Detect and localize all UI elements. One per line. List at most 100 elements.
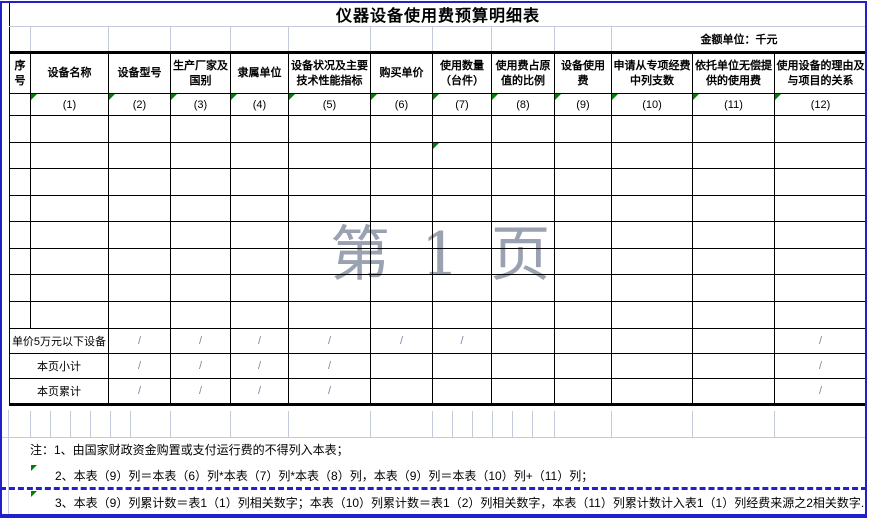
summary-cell[interactable]: / <box>773 378 868 406</box>
body-cell[interactable] <box>692 301 775 329</box>
body-cell[interactable] <box>692 168 775 196</box>
body-cell[interactable] <box>108 142 171 169</box>
body-cell[interactable] <box>432 221 492 249</box>
body-cell[interactable] <box>230 142 289 169</box>
body-cell[interactable] <box>108 221 171 249</box>
body-cell[interactable] <box>30 142 109 169</box>
body-cell[interactable] <box>30 115 109 143</box>
body-cell[interactable] <box>9 195 31 222</box>
summary-cell[interactable]: / <box>432 328 492 354</box>
summary-cell[interactable]: / <box>288 378 371 406</box>
body-cell[interactable] <box>9 274 31 302</box>
body-cell[interactable] <box>611 142 693 169</box>
body-cell[interactable] <box>288 168 371 196</box>
body-cell[interactable] <box>773 195 868 222</box>
body-cell[interactable] <box>170 274 231 302</box>
summary-cell[interactable] <box>692 353 775 379</box>
body-cell[interactable] <box>692 248 775 275</box>
body-cell[interactable] <box>432 168 492 196</box>
body-cell[interactable] <box>432 301 492 329</box>
body-cell[interactable] <box>491 221 555 249</box>
summary-cell[interactable] <box>491 328 555 354</box>
body-cell[interactable] <box>170 248 231 275</box>
body-cell[interactable] <box>554 195 612 222</box>
summary-cell[interactable] <box>491 378 555 406</box>
summary-cell[interactable] <box>432 378 492 406</box>
summary-cell[interactable] <box>611 328 693 354</box>
body-cell[interactable] <box>611 115 693 143</box>
body-cell[interactable] <box>554 248 612 275</box>
body-cell[interactable] <box>370 301 433 329</box>
body-cell[interactable] <box>288 221 371 249</box>
summary-cell[interactable] <box>491 353 555 379</box>
summary-cell[interactable]: / <box>288 328 371 354</box>
body-cell[interactable] <box>491 142 555 169</box>
body-cell[interactable] <box>611 301 693 329</box>
body-cell[interactable] <box>230 301 289 329</box>
summary-cell[interactable]: / <box>773 353 868 379</box>
body-cell[interactable] <box>692 221 775 249</box>
body-cell[interactable] <box>108 248 171 275</box>
body-cell[interactable] <box>432 274 492 302</box>
body-cell[interactable] <box>773 301 868 329</box>
summary-cell[interactable]: / <box>230 378 289 406</box>
body-cell[interactable] <box>773 274 868 302</box>
body-cell[interactable] <box>288 142 371 169</box>
body-cell[interactable] <box>30 168 109 196</box>
body-cell[interactable] <box>554 115 612 143</box>
unit-row-cell[interactable] <box>288 26 371 53</box>
unit-row-cell[interactable] <box>491 26 555 53</box>
body-cell[interactable] <box>773 248 868 275</box>
body-cell[interactable] <box>230 168 289 196</box>
unit-row-cell[interactable] <box>9 26 31 53</box>
unit-row-cell[interactable] <box>370 26 433 53</box>
body-cell[interactable] <box>170 168 231 196</box>
body-cell[interactable] <box>108 115 171 143</box>
body-cell[interactable] <box>288 248 371 275</box>
body-cell[interactable] <box>30 195 109 222</box>
body-cell[interactable] <box>773 168 868 196</box>
body-cell[interactable] <box>611 195 693 222</box>
body-cell[interactable] <box>432 195 492 222</box>
summary-cell[interactable]: / <box>170 353 231 379</box>
body-cell[interactable] <box>288 301 371 329</box>
summary-cell[interactable]: / <box>773 328 868 354</box>
summary-cell[interactable]: / <box>230 328 289 354</box>
body-cell[interactable] <box>30 248 109 275</box>
body-cell[interactable] <box>230 115 289 143</box>
summary-cell[interactable] <box>611 378 693 406</box>
body-cell[interactable] <box>432 248 492 275</box>
body-cell[interactable] <box>611 248 693 275</box>
summary-cell[interactable]: / <box>108 353 171 379</box>
body-cell[interactable] <box>9 248 31 275</box>
body-cell[interactable] <box>370 142 433 169</box>
body-cell[interactable] <box>30 221 109 249</box>
body-cell[interactable] <box>370 115 433 143</box>
body-cell[interactable] <box>491 274 555 302</box>
summary-cell[interactable] <box>370 353 433 379</box>
body-cell[interactable] <box>692 274 775 302</box>
body-cell[interactable] <box>432 115 492 143</box>
body-cell[interactable] <box>554 274 612 302</box>
body-cell[interactable] <box>108 274 171 302</box>
unit-row-cell[interactable] <box>230 26 289 53</box>
body-cell[interactable] <box>554 221 612 249</box>
body-cell[interactable] <box>170 142 231 169</box>
unit-row-cell[interactable] <box>108 26 171 53</box>
body-cell[interactable] <box>9 142 31 169</box>
summary-cell[interactable] <box>554 353 612 379</box>
unit-row-cell[interactable] <box>30 26 109 53</box>
body-cell[interactable] <box>288 115 371 143</box>
body-cell[interactable] <box>230 274 289 302</box>
body-cell[interactable] <box>773 115 868 143</box>
summary-cell[interactable] <box>692 328 775 354</box>
summary-cell[interactable]: / <box>170 378 231 406</box>
body-cell[interactable] <box>370 221 433 249</box>
body-cell[interactable] <box>692 142 775 169</box>
body-cell[interactable] <box>370 195 433 222</box>
summary-cell[interactable] <box>554 328 612 354</box>
body-cell[interactable] <box>108 168 171 196</box>
unit-row-cell[interactable] <box>554 26 612 53</box>
body-cell[interactable] <box>491 168 555 196</box>
unit-row-cell[interactable] <box>170 26 231 53</box>
